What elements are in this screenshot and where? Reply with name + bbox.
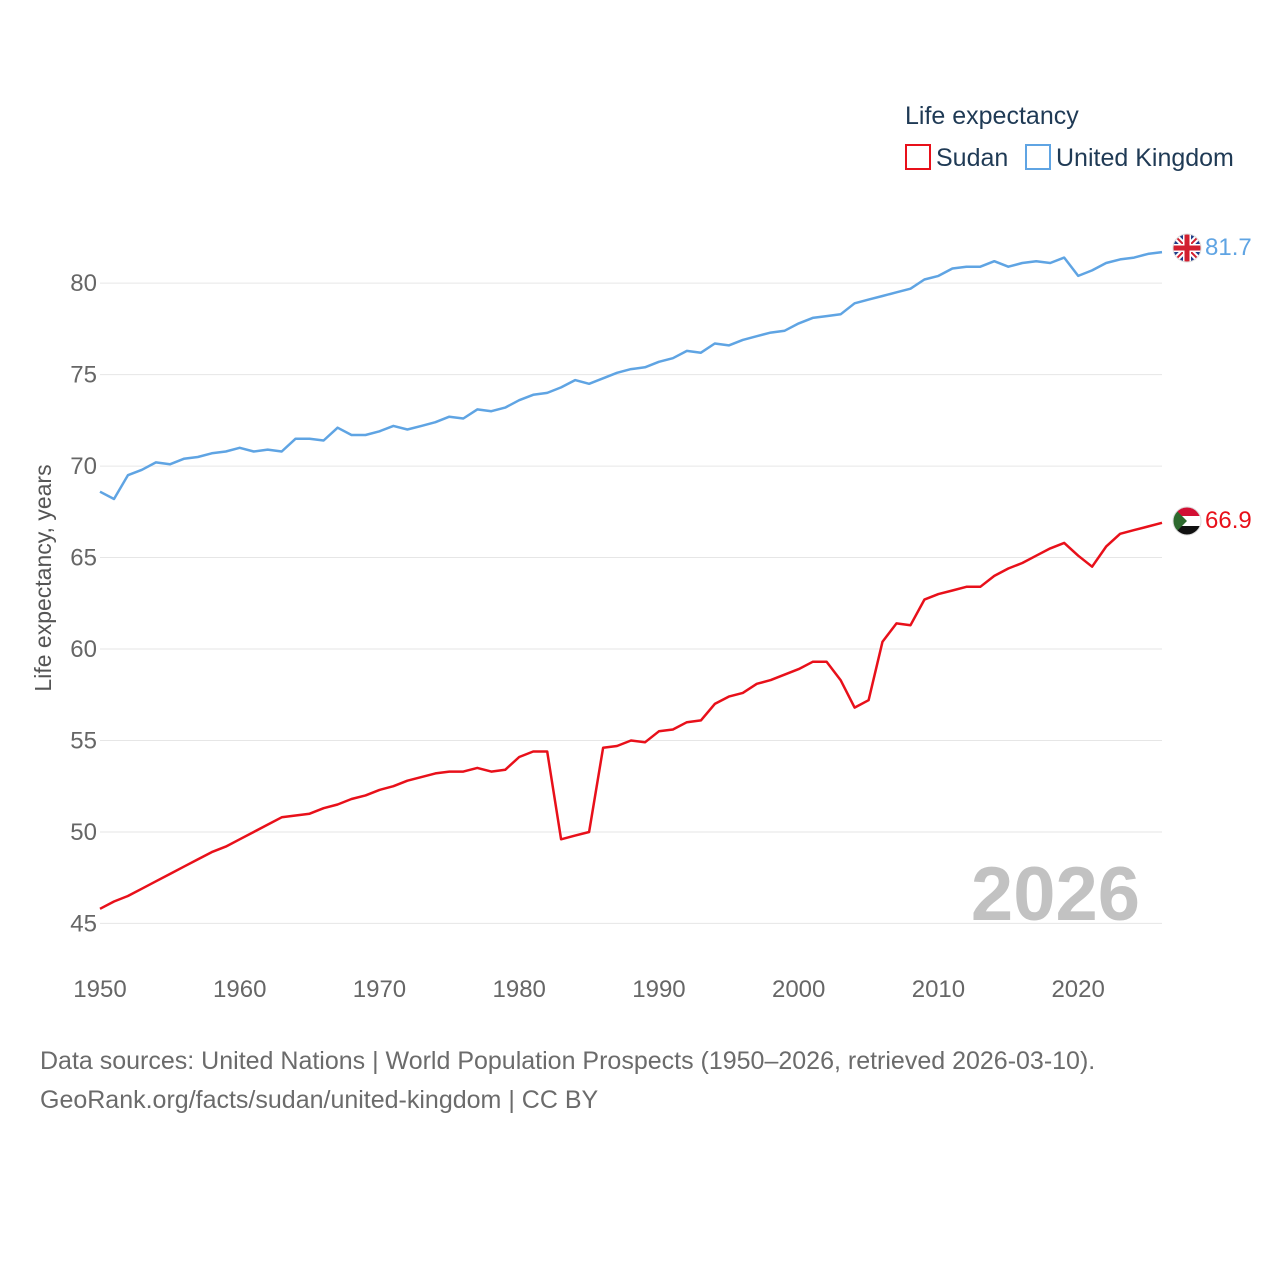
legend: Life expectancy Sudan United Kingdom [905,102,1234,172]
x-tick-label: 1970 [353,976,406,1003]
series-line-united-kingdom[interactable] [99,250,1163,501]
source-link[interactable]: GeoRank.org/facts/sudan/united-kingdom |… [40,1086,599,1114]
united-kingdom-flag-icon [1172,233,1202,263]
gridlines [100,282,1162,924]
x-tick-label: 1950 [73,976,126,1003]
end-label-sudan: 66.9 [1205,507,1252,534]
y-tick-label: 60 [70,636,97,663]
y-tick-label: 50 [70,819,97,846]
legend-swatch-sudan[interactable] [905,144,931,170]
x-tick-label: 2010 [912,976,965,1003]
y-tick-label: 65 [70,545,97,572]
y-tick-label: 45 [70,910,97,937]
sudan-flag-icon [1172,506,1202,536]
y-tick-label: 75 [70,362,97,389]
y-tick-label: 80 [70,270,97,297]
x-axis-ticks: 1950 1960 1970 1980 1990 2000 2010 2020 [73,976,1105,1003]
y-tick-label: 70 [70,453,97,480]
series-line-sudan[interactable] [99,521,1163,910]
legend-swatch-united-kingdom[interactable] [1025,144,1051,170]
legend-label-sudan[interactable]: Sudan [936,144,1008,172]
y-axis-ticks: 45 50 55 60 65 70 75 80 [70,270,97,937]
x-tick-label: 1960 [213,976,266,1003]
y-axis-label: Life expectancy, years [30,464,56,691]
series-layer [99,250,1163,910]
legend-label-united-kingdom[interactable]: United Kingdom [1056,144,1234,172]
footer: Data sources: United Nations | World Pop… [40,1042,1095,1120]
legend-title: Life expectancy [905,102,1079,130]
x-tick-label: 1980 [493,976,546,1003]
x-tick-label: 2020 [1051,976,1104,1003]
x-tick-label: 2000 [772,976,825,1003]
life-expectancy-chart: 45 50 55 60 65 70 75 80 1950 1960 1970 1980 1990 200… [30,102,1252,1003]
x-tick-label: 1990 [632,976,685,1003]
year-watermark: 2026 [971,852,1140,937]
y-tick-label: 55 [70,727,97,754]
data-source-note: Data sources: United Nations | World Pop… [40,1047,1096,1075]
end-label-united-kingdom: 81.7 [1205,234,1252,261]
